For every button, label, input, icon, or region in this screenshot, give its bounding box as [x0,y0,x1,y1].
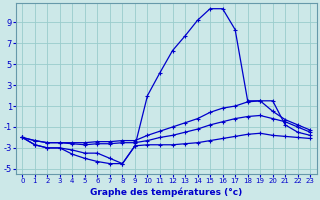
X-axis label: Graphe des températures (°c): Graphe des températures (°c) [90,187,242,197]
